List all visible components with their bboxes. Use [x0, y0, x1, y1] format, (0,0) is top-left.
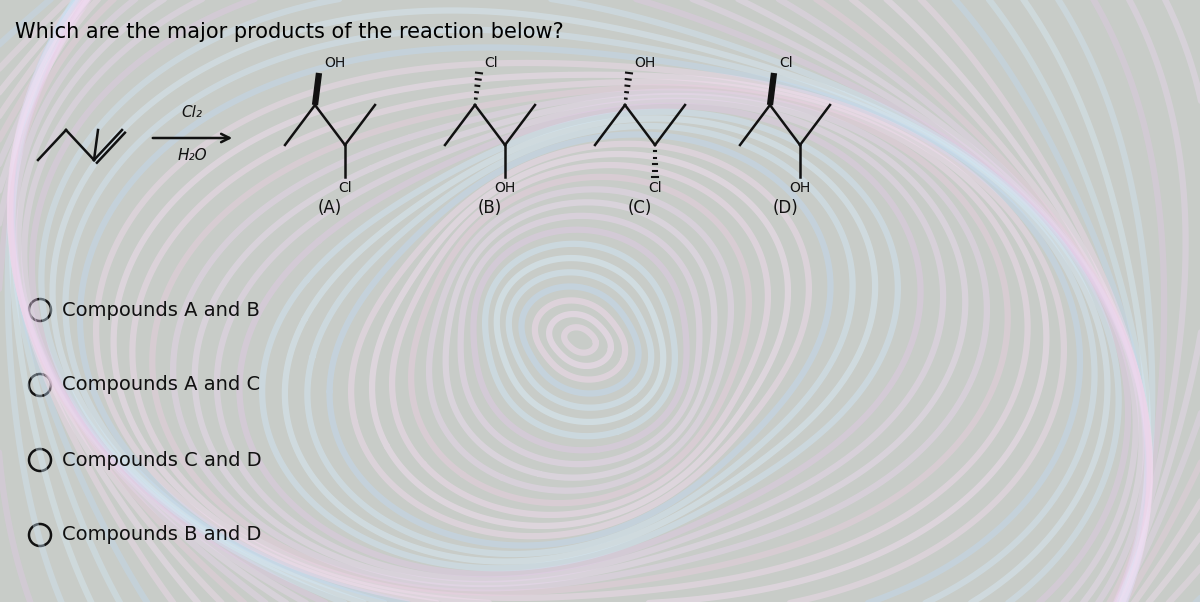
Text: (B): (B) [478, 199, 502, 217]
Text: Which are the major products of the reaction below?: Which are the major products of the reac… [14, 22, 564, 42]
Text: (D): (D) [772, 199, 798, 217]
Text: Cl: Cl [648, 181, 662, 195]
Text: OH: OH [790, 181, 811, 195]
Text: Compounds A and C: Compounds A and C [62, 376, 260, 394]
Text: Cl: Cl [338, 181, 352, 195]
Text: Cl₂: Cl₂ [181, 105, 203, 120]
Text: H₂O: H₂O [178, 148, 206, 163]
Text: Cl: Cl [484, 56, 498, 70]
Text: (C): (C) [628, 199, 652, 217]
Text: Compounds B and D: Compounds B and D [62, 526, 262, 544]
Text: Compounds C and D: Compounds C and D [62, 450, 262, 470]
Text: OH: OH [324, 56, 346, 70]
Text: OH: OH [634, 56, 655, 70]
Text: Compounds A and B: Compounds A and B [62, 300, 260, 320]
Text: Cl: Cl [779, 56, 793, 70]
Text: (A): (A) [318, 199, 342, 217]
Text: OH: OH [494, 181, 516, 195]
